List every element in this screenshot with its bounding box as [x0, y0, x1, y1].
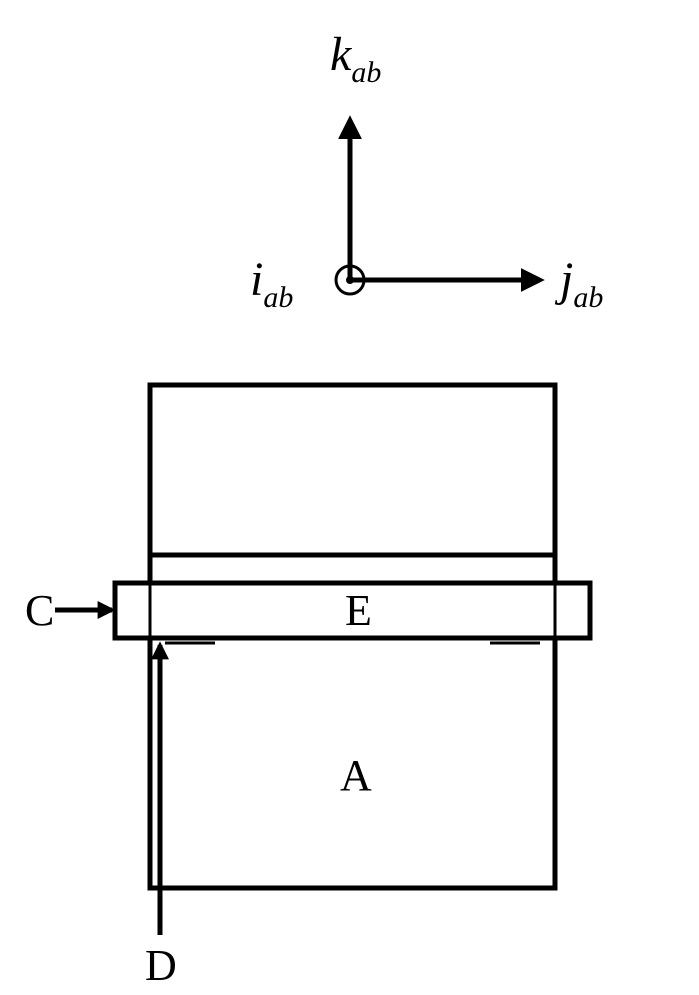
- label-a: A: [340, 751, 372, 800]
- axis-j-label: jab: [554, 253, 603, 314]
- body-neck: [150, 555, 555, 583]
- label-e: E: [345, 586, 372, 635]
- axis-i-dot: [346, 276, 354, 284]
- body-top: [150, 385, 555, 555]
- label-d-text: D: [145, 941, 177, 990]
- label-c-text: C: [25, 586, 54, 635]
- axis-i-label: iab: [250, 253, 293, 314]
- axis-k-label: kab: [330, 28, 381, 89]
